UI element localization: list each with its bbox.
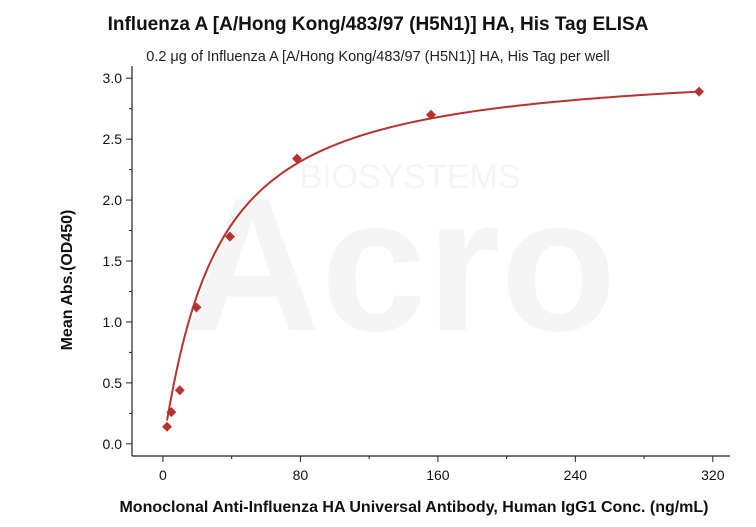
chart-subtitle: 0.2 μg of Influenza A [A/Hong Kong/483/9… (146, 49, 610, 65)
y-tick-label: 1.0 (103, 314, 123, 330)
y-tick-label: 1.5 (103, 253, 123, 269)
chart-title: Influenza A [A/Hong Kong/483/97 (H5N1)] … (108, 14, 649, 35)
watermark: BIOSYSTEMS Acro (184, 158, 617, 371)
data-point (694, 86, 705, 97)
y-tick-label: 0.0 (103, 436, 123, 452)
y-tick-label: 0.5 (103, 375, 123, 391)
y-axis-ticks: 0.0 0.5 1.0 1.5 2.0 2.5 3.0 (103, 70, 132, 452)
x-tick-label: 80 (293, 467, 309, 483)
x-tick-label: 320 (701, 467, 725, 483)
data-point (224, 231, 235, 242)
watermark-text-acro: Acro (184, 159, 617, 371)
data-point (166, 407, 177, 418)
x-tick-label: 0 (159, 467, 167, 483)
x-axis-ticks: 0 80 160 240 320 (159, 456, 725, 483)
fit-curve (166, 90, 700, 421)
data-point (174, 385, 185, 396)
data-points (162, 86, 705, 432)
y-tick-label: 2.5 (103, 131, 123, 147)
data-point (291, 153, 302, 164)
x-axis-title: Monoclonal Anti-Influenza HA Universal A… (119, 499, 708, 516)
x-tick-label: 160 (426, 467, 450, 483)
x-tick-label: 240 (564, 467, 588, 483)
data-point (426, 109, 436, 120)
y-axis-title: Mean Abs.(OD450) (59, 210, 76, 351)
y-tick-label: 2.0 (103, 192, 123, 208)
data-point (191, 302, 202, 313)
y-tick-label: 3.0 (103, 70, 123, 86)
data-point (162, 421, 173, 432)
